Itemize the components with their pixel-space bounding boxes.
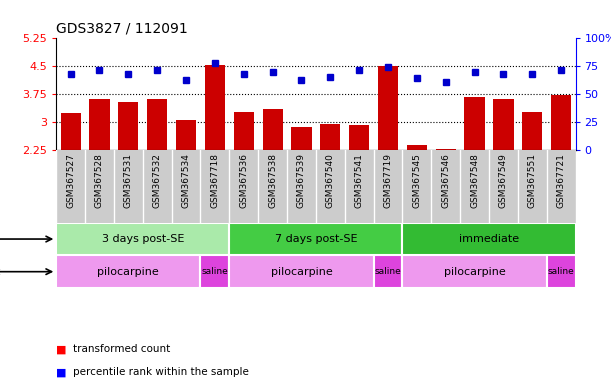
Text: GSM367538: GSM367538 xyxy=(268,154,277,209)
Text: 7 days post-SE: 7 days post-SE xyxy=(274,234,357,244)
Text: GSM367540: GSM367540 xyxy=(326,154,335,208)
Bar xyxy=(320,124,340,150)
Bar xyxy=(349,125,369,150)
Text: GSM367718: GSM367718 xyxy=(210,154,219,209)
Text: GSM367541: GSM367541 xyxy=(354,154,364,208)
Bar xyxy=(407,145,427,150)
Text: GSM367528: GSM367528 xyxy=(95,154,104,208)
Text: agent: agent xyxy=(0,266,1,277)
Text: GSM367546: GSM367546 xyxy=(441,154,450,208)
Text: GSM367549: GSM367549 xyxy=(499,154,508,208)
Bar xyxy=(205,66,225,150)
Bar xyxy=(291,127,312,150)
Text: GSM367536: GSM367536 xyxy=(240,154,248,209)
Text: pilocarpine: pilocarpine xyxy=(271,266,332,277)
Bar xyxy=(200,255,229,288)
Text: GSM367545: GSM367545 xyxy=(412,154,422,208)
Text: GSM367534: GSM367534 xyxy=(181,154,191,208)
Bar xyxy=(547,255,576,288)
Bar xyxy=(147,99,167,150)
Bar xyxy=(176,120,196,150)
Bar xyxy=(522,111,543,150)
Bar xyxy=(464,97,485,150)
Bar xyxy=(378,66,398,150)
Text: percentile rank within the sample: percentile rank within the sample xyxy=(73,367,249,377)
Bar xyxy=(56,223,229,255)
Bar xyxy=(89,99,109,150)
Bar xyxy=(60,113,81,150)
Text: GDS3827 / 112091: GDS3827 / 112091 xyxy=(56,22,188,36)
Text: ■: ■ xyxy=(56,344,67,354)
Text: GSM367551: GSM367551 xyxy=(528,154,537,209)
Text: immediate: immediate xyxy=(459,234,519,244)
Bar xyxy=(229,223,403,255)
Text: transformed count: transformed count xyxy=(73,344,170,354)
Bar xyxy=(436,149,456,150)
Bar xyxy=(263,109,283,150)
Bar xyxy=(403,255,547,288)
Text: saline: saline xyxy=(547,267,574,276)
Text: GSM367719: GSM367719 xyxy=(384,154,392,209)
Text: GSM367548: GSM367548 xyxy=(470,154,479,208)
Text: GSM367539: GSM367539 xyxy=(297,154,306,209)
Bar xyxy=(403,223,576,255)
Bar xyxy=(229,255,373,288)
Text: saline: saline xyxy=(375,267,401,276)
Bar xyxy=(493,99,513,150)
Text: time: time xyxy=(0,234,1,244)
Text: pilocarpine: pilocarpine xyxy=(98,266,159,277)
Bar xyxy=(551,95,571,150)
Text: pilocarpine: pilocarpine xyxy=(444,266,505,277)
Bar xyxy=(119,101,139,150)
Text: GSM367527: GSM367527 xyxy=(66,154,75,208)
Text: GSM367721: GSM367721 xyxy=(557,154,566,208)
Text: GSM367532: GSM367532 xyxy=(153,154,162,208)
Text: saline: saline xyxy=(202,267,229,276)
Text: 3 days post-SE: 3 days post-SE xyxy=(101,234,184,244)
Bar xyxy=(373,255,403,288)
Bar xyxy=(56,255,200,288)
Text: GSM367531: GSM367531 xyxy=(124,154,133,209)
Text: ■: ■ xyxy=(56,367,67,377)
Bar xyxy=(233,111,254,150)
